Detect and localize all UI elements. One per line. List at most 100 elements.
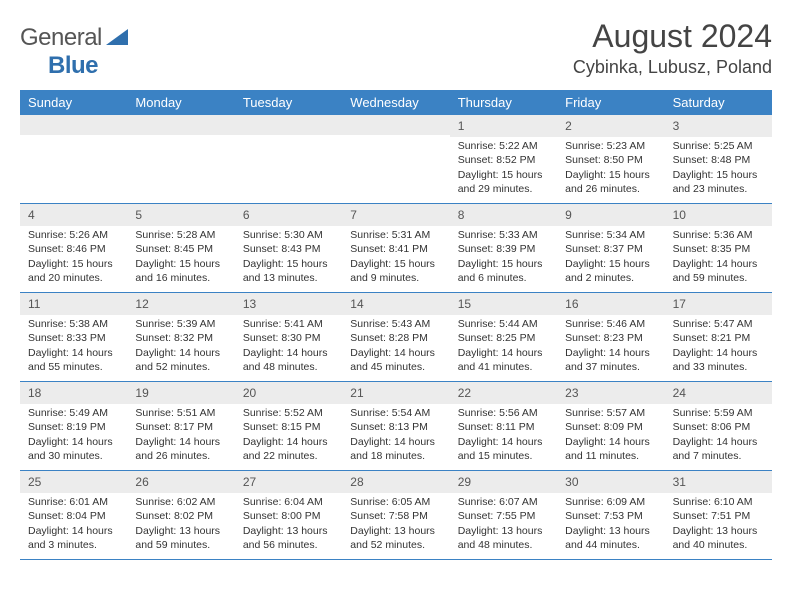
- daylight-text: Daylight: 14 hours and 52 minutes.: [135, 346, 226, 374]
- sunset-text: Sunset: 8:41 PM: [350, 242, 441, 256]
- day-cell: 17Sunrise: 5:47 AMSunset: 8:21 PMDayligh…: [665, 293, 772, 381]
- daylight-text: Daylight: 14 hours and 48 minutes.: [243, 346, 334, 374]
- daylight-text: Daylight: 15 hours and 29 minutes.: [458, 168, 549, 196]
- sunrise-text: Sunrise: 5:51 AM: [135, 406, 226, 420]
- day-cell: [342, 115, 449, 203]
- sunrise-text: Sunrise: 5:43 AM: [350, 317, 441, 331]
- day-details: Sunrise: 6:04 AMSunset: 8:00 PMDaylight:…: [235, 493, 342, 558]
- week-row: 18Sunrise: 5:49 AMSunset: 8:19 PMDayligh…: [20, 382, 772, 471]
- day-details: Sunrise: 5:49 AMSunset: 8:19 PMDaylight:…: [20, 404, 127, 469]
- sunset-text: Sunset: 8:09 PM: [565, 420, 656, 434]
- day-details: Sunrise: 5:33 AMSunset: 8:39 PMDaylight:…: [450, 226, 557, 291]
- day-number: 3: [665, 115, 772, 137]
- sunrise-text: Sunrise: 5:36 AM: [673, 228, 764, 242]
- day-cell: 18Sunrise: 5:49 AMSunset: 8:19 PMDayligh…: [20, 382, 127, 470]
- daylight-text: Daylight: 14 hours and 55 minutes.: [28, 346, 119, 374]
- day-details: Sunrise: 5:56 AMSunset: 8:11 PMDaylight:…: [450, 404, 557, 469]
- week-row: 1Sunrise: 5:22 AMSunset: 8:52 PMDaylight…: [20, 115, 772, 204]
- title-block: August 2024 Cybinka, Lubusz, Poland: [573, 18, 772, 78]
- weekday-label: Wednesday: [342, 90, 449, 115]
- sunrise-text: Sunrise: 5:22 AM: [458, 139, 549, 153]
- day-number: 1: [450, 115, 557, 137]
- day-number: 29: [450, 471, 557, 493]
- day-details: Sunrise: 5:34 AMSunset: 8:37 PMDaylight:…: [557, 226, 664, 291]
- sunset-text: Sunset: 8:50 PM: [565, 153, 656, 167]
- day-number: 4: [20, 204, 127, 226]
- sunset-text: Sunset: 8:23 PM: [565, 331, 656, 345]
- daylight-text: Daylight: 15 hours and 9 minutes.: [350, 257, 441, 285]
- sunset-text: Sunset: 8:43 PM: [243, 242, 334, 256]
- day-number-empty: [342, 115, 449, 135]
- day-number: 20: [235, 382, 342, 404]
- day-details: Sunrise: 5:36 AMSunset: 8:35 PMDaylight:…: [665, 226, 772, 291]
- day-details: Sunrise: 6:07 AMSunset: 7:55 PMDaylight:…: [450, 493, 557, 558]
- day-number: 5: [127, 204, 234, 226]
- sunrise-text: Sunrise: 5:34 AM: [565, 228, 656, 242]
- day-details: Sunrise: 5:31 AMSunset: 8:41 PMDaylight:…: [342, 226, 449, 291]
- daylight-text: Daylight: 15 hours and 26 minutes.: [565, 168, 656, 196]
- sunset-text: Sunset: 8:46 PM: [28, 242, 119, 256]
- day-number: 21: [342, 382, 449, 404]
- day-details: Sunrise: 6:09 AMSunset: 7:53 PMDaylight:…: [557, 493, 664, 558]
- day-number: 6: [235, 204, 342, 226]
- sunset-text: Sunset: 8:00 PM: [243, 509, 334, 523]
- sunset-text: Sunset: 8:35 PM: [673, 242, 764, 256]
- day-cell: 21Sunrise: 5:54 AMSunset: 8:13 PMDayligh…: [342, 382, 449, 470]
- sunset-text: Sunset: 7:51 PM: [673, 509, 764, 523]
- daylight-text: Daylight: 14 hours and 11 minutes.: [565, 435, 656, 463]
- day-cell: 12Sunrise: 5:39 AMSunset: 8:32 PMDayligh…: [127, 293, 234, 381]
- day-cell: 26Sunrise: 6:02 AMSunset: 8:02 PMDayligh…: [127, 471, 234, 559]
- day-cell: 6Sunrise: 5:30 AMSunset: 8:43 PMDaylight…: [235, 204, 342, 292]
- sunrise-text: Sunrise: 5:47 AM: [673, 317, 764, 331]
- day-cell: 14Sunrise: 5:43 AMSunset: 8:28 PMDayligh…: [342, 293, 449, 381]
- day-details: Sunrise: 5:41 AMSunset: 8:30 PMDaylight:…: [235, 315, 342, 380]
- day-details: Sunrise: 5:57 AMSunset: 8:09 PMDaylight:…: [557, 404, 664, 469]
- day-cell: 5Sunrise: 5:28 AMSunset: 8:45 PMDaylight…: [127, 204, 234, 292]
- day-cell: 25Sunrise: 6:01 AMSunset: 8:04 PMDayligh…: [20, 471, 127, 559]
- sunset-text: Sunset: 8:52 PM: [458, 153, 549, 167]
- day-details: Sunrise: 5:46 AMSunset: 8:23 PMDaylight:…: [557, 315, 664, 380]
- day-number: 14: [342, 293, 449, 315]
- sunset-text: Sunset: 8:21 PM: [673, 331, 764, 345]
- sunrise-text: Sunrise: 6:05 AM: [350, 495, 441, 509]
- day-cell: 24Sunrise: 5:59 AMSunset: 8:06 PMDayligh…: [665, 382, 772, 470]
- day-details: Sunrise: 5:52 AMSunset: 8:15 PMDaylight:…: [235, 404, 342, 469]
- day-details: Sunrise: 5:25 AMSunset: 8:48 PMDaylight:…: [665, 137, 772, 202]
- sunset-text: Sunset: 8:25 PM: [458, 331, 549, 345]
- week-row: 25Sunrise: 6:01 AMSunset: 8:04 PMDayligh…: [20, 471, 772, 560]
- sunset-text: Sunset: 8:28 PM: [350, 331, 441, 345]
- daylight-text: Daylight: 13 hours and 44 minutes.: [565, 524, 656, 552]
- day-details: Sunrise: 5:39 AMSunset: 8:32 PMDaylight:…: [127, 315, 234, 380]
- month-title: August 2024: [573, 18, 772, 55]
- logo-text-block: General Blue: [20, 24, 128, 80]
- sunset-text: Sunset: 8:32 PM: [135, 331, 226, 345]
- sunrise-text: Sunrise: 6:04 AM: [243, 495, 334, 509]
- day-cell: 29Sunrise: 6:07 AMSunset: 7:55 PMDayligh…: [450, 471, 557, 559]
- day-details: Sunrise: 5:43 AMSunset: 8:28 PMDaylight:…: [342, 315, 449, 380]
- day-number: 10: [665, 204, 772, 226]
- sunset-text: Sunset: 8:37 PM: [565, 242, 656, 256]
- sunrise-text: Sunrise: 6:01 AM: [28, 495, 119, 509]
- daylight-text: Daylight: 13 hours and 56 minutes.: [243, 524, 334, 552]
- day-details: Sunrise: 5:51 AMSunset: 8:17 PMDaylight:…: [127, 404, 234, 469]
- day-details: Sunrise: 5:26 AMSunset: 8:46 PMDaylight:…: [20, 226, 127, 291]
- sunrise-text: Sunrise: 5:41 AM: [243, 317, 334, 331]
- location: Cybinka, Lubusz, Poland: [573, 57, 772, 78]
- weekday-label: Tuesday: [235, 90, 342, 115]
- sunset-text: Sunset: 8:19 PM: [28, 420, 119, 434]
- daylight-text: Daylight: 14 hours and 33 minutes.: [673, 346, 764, 374]
- day-number: 12: [127, 293, 234, 315]
- sunset-text: Sunset: 8:30 PM: [243, 331, 334, 345]
- day-cell: 23Sunrise: 5:57 AMSunset: 8:09 PMDayligh…: [557, 382, 664, 470]
- daylight-text: Daylight: 14 hours and 59 minutes.: [673, 257, 764, 285]
- day-number: 28: [342, 471, 449, 493]
- weekday-label: Friday: [557, 90, 664, 115]
- day-cell: 8Sunrise: 5:33 AMSunset: 8:39 PMDaylight…: [450, 204, 557, 292]
- day-cell: 4Sunrise: 5:26 AMSunset: 8:46 PMDaylight…: [20, 204, 127, 292]
- sunrise-text: Sunrise: 5:30 AM: [243, 228, 334, 242]
- day-number: 13: [235, 293, 342, 315]
- daylight-text: Daylight: 15 hours and 16 minutes.: [135, 257, 226, 285]
- sunrise-text: Sunrise: 5:28 AM: [135, 228, 226, 242]
- day-cell: 11Sunrise: 5:38 AMSunset: 8:33 PMDayligh…: [20, 293, 127, 381]
- day-cell: 2Sunrise: 5:23 AMSunset: 8:50 PMDaylight…: [557, 115, 664, 203]
